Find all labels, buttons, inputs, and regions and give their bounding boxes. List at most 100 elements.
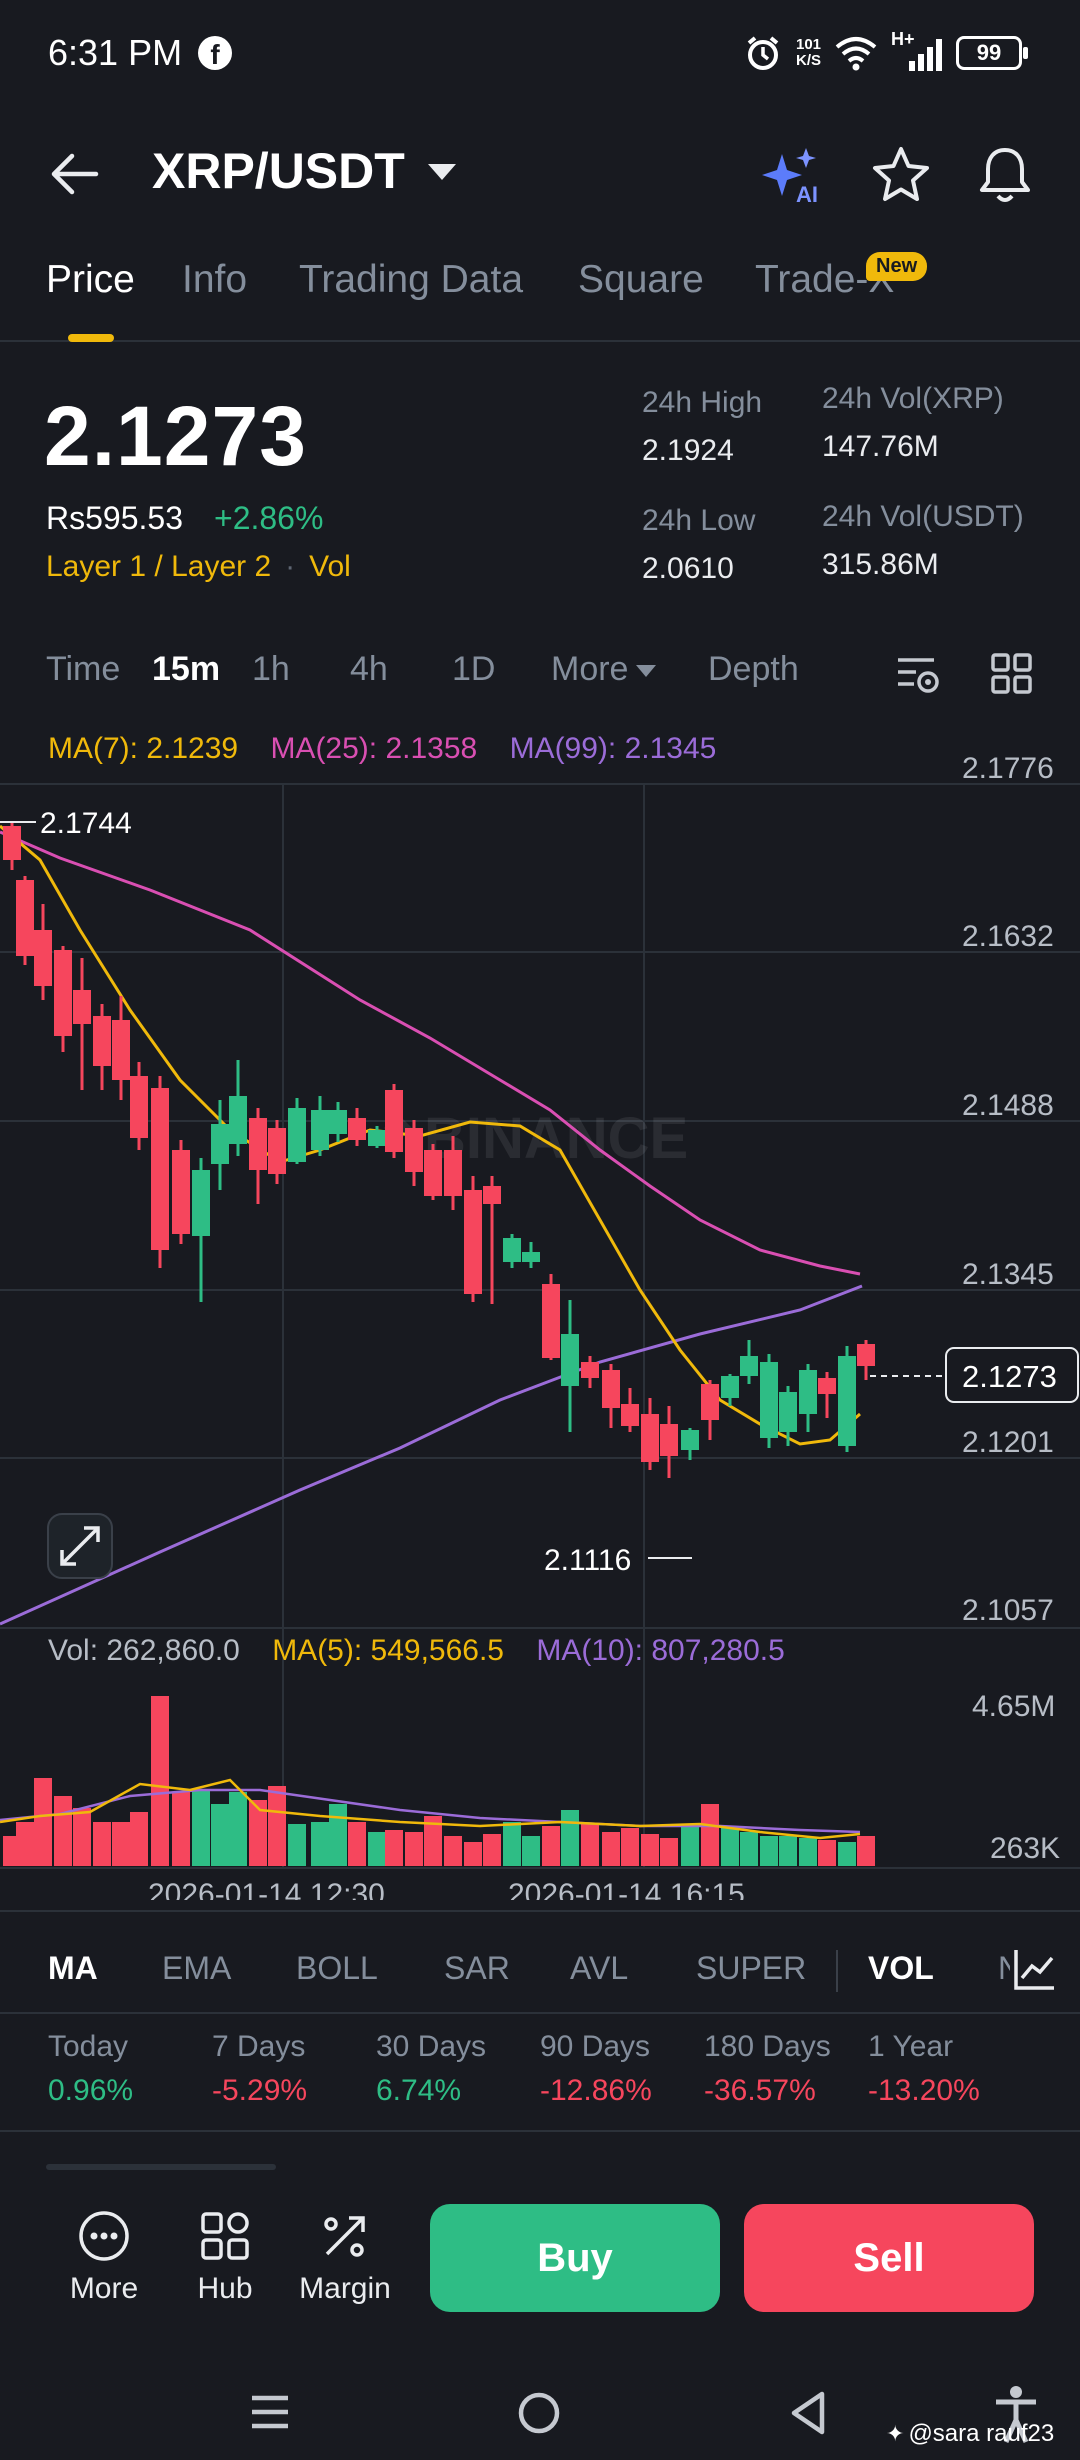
tf-15m[interactable]: 15m <box>152 650 221 688</box>
candle-body <box>444 1150 462 1196</box>
candlestick-chart[interactable]: BINANCE 2.1744 2.1116 2.1273 2.1776 2.16… <box>0 720 1080 1900</box>
ai-sparkle-icon[interactable]: AI <box>762 146 826 206</box>
volume-bar <box>329 1804 347 1866</box>
candle-body <box>348 1118 366 1140</box>
candle-body <box>681 1430 699 1450</box>
tf-more[interactable]: More <box>551 650 657 689</box>
chevron-down-icon[interactable] <box>428 164 456 180</box>
candle-body <box>779 1392 797 1432</box>
volume-bar <box>385 1830 403 1866</box>
volume-bar <box>464 1842 482 1866</box>
candle-body <box>172 1150 190 1234</box>
ind-sar[interactable]: SAR <box>444 1950 510 1986</box>
vol-tick-1: 4.65M <box>972 1690 1055 1723</box>
indicator-bar: MA EMA BOLL SAR AVL SUPER VOL N <box>0 1910 1080 2014</box>
ma7-value: MA(7): 2.1239 <box>48 732 239 765</box>
ind-avl[interactable]: AVL <box>570 1950 629 1986</box>
ind-ma[interactable]: MA <box>48 1950 98 1986</box>
margin-icon <box>324 2216 365 2257</box>
back-arrow-icon[interactable] <box>46 146 102 202</box>
volume-bar <box>348 1822 366 1866</box>
ma99-value: MA(99): 2.1345 <box>509 732 717 765</box>
ind-vol[interactable]: VOL <box>868 1950 934 1986</box>
tab-trading-data[interactable]: Trading Data <box>299 258 524 301</box>
ma99-line <box>0 1284 863 1626</box>
volume-bar <box>818 1840 836 1866</box>
pair-selector[interactable]: XRP/USDT <box>152 143 405 199</box>
tf-1d[interactable]: 1D <box>452 650 496 688</box>
home-circle-icon[interactable] <box>516 2390 562 2436</box>
volume-bar <box>151 1696 169 1866</box>
chart-settings-icon[interactable] <box>894 652 942 696</box>
tag-layer[interactable]: Layer 1 / Layer 2 <box>46 550 272 583</box>
bell-icon[interactable] <box>974 144 1036 206</box>
fullscreen-icon[interactable] <box>47 1513 113 1579</box>
candle-body <box>405 1128 423 1172</box>
perf-90-days: 90 Days -12.86% <box>540 2030 652 2107</box>
volume-bar <box>130 1812 148 1866</box>
24h-vol-quote-value: 315.86M <box>822 548 939 581</box>
tab-square[interactable]: Square <box>578 258 704 301</box>
margin-button[interactable]: Margin <box>296 2208 394 2306</box>
ind-ema[interactable]: EMA <box>162 1950 232 1986</box>
candle-body <box>3 826 21 860</box>
volume-bar <box>721 1828 739 1866</box>
candle-body <box>838 1356 856 1446</box>
volume-bar <box>857 1836 875 1866</box>
volume-bar <box>701 1804 719 1866</box>
recents-menu-icon[interactable] <box>248 2390 292 2434</box>
candle-body <box>621 1404 639 1426</box>
credit-diamond-icon: ✦ <box>886 2421 905 2446</box>
tf-4h[interactable]: 4h <box>350 650 388 688</box>
volume-bar <box>16 1822 34 1866</box>
volume-bar <box>405 1832 423 1866</box>
candle-body <box>229 1096 247 1144</box>
volume-bar <box>93 1822 111 1866</box>
ind-super[interactable]: SUPER <box>696 1950 807 1986</box>
sell-button[interactable]: Sell <box>744 2204 1034 2312</box>
svg-text:AI: AI <box>796 182 818 206</box>
candle-body <box>522 1252 540 1262</box>
y-tick-1: 2.1776 <box>962 752 1054 785</box>
y-tick-4: 2.1345 <box>962 1258 1054 1291</box>
category-tags: Layer 1 / Layer 2 · Vol <box>46 550 351 583</box>
buy-button[interactable]: Buy <box>430 2204 720 2312</box>
24h-low-label: 24h Low <box>642 504 756 537</box>
accessibility-icon[interactable] <box>992 2384 1040 2444</box>
ind-more[interactable]: N <box>998 1950 1010 1986</box>
ind-boll[interactable]: BOLL <box>296 1950 378 1986</box>
battery-icon: 99 <box>956 36 1029 70</box>
candle-body <box>483 1186 501 1204</box>
tab-info[interactable]: Info <box>182 258 248 301</box>
tf-time[interactable]: Time <box>46 650 121 688</box>
volume-bar <box>229 1792 247 1866</box>
tf-depth[interactable]: Depth <box>708 650 799 688</box>
more-button[interactable]: More <box>64 2208 144 2306</box>
tf-1h[interactable]: 1h <box>252 650 290 688</box>
status-time: 6:31 PM <box>48 32 183 73</box>
hub-button[interactable]: Hub <box>190 2208 260 2306</box>
main-tabs: Price Info Trading Data Square Trade-X <box>0 258 1080 342</box>
hub-label: Hub <box>197 2272 253 2305</box>
perf-30-days: 30 Days 6.74% <box>376 2030 487 2107</box>
volume-bar <box>760 1836 778 1866</box>
24h-vol-base-label: 24h Vol(XRP) <box>822 382 1004 415</box>
back-triangle-icon[interactable] <box>786 2390 830 2436</box>
favorite-star-icon[interactable] <box>870 144 932 206</box>
performance-row: Today 0.96% 7 Days -5.29% 30 Days 6.74% 90 … <box>0 2030 1080 2130</box>
tag-vol[interactable]: Vol <box>309 550 351 583</box>
last-price-box <box>945 1347 1079 1403</box>
y-tick-5: 2.1201 <box>962 1426 1054 1459</box>
layout-grid-icon[interactable] <box>990 652 1034 696</box>
chart-grid <box>0 783 1080 1869</box>
candle-body <box>249 1118 267 1170</box>
candle-body <box>211 1124 229 1164</box>
tab-price[interactable]: Price <box>46 258 135 301</box>
network-rate: 101 K/S <box>796 36 822 69</box>
24h-vol-base-value: 147.76M <box>822 430 939 463</box>
volume-bar <box>740 1832 758 1866</box>
status-icons: 101 K/S H+ 99 <box>744 29 1029 76</box>
indicator-settings-icon[interactable] <box>1012 1946 1058 1992</box>
candle-body <box>385 1090 403 1152</box>
volume-bar <box>288 1824 306 1866</box>
